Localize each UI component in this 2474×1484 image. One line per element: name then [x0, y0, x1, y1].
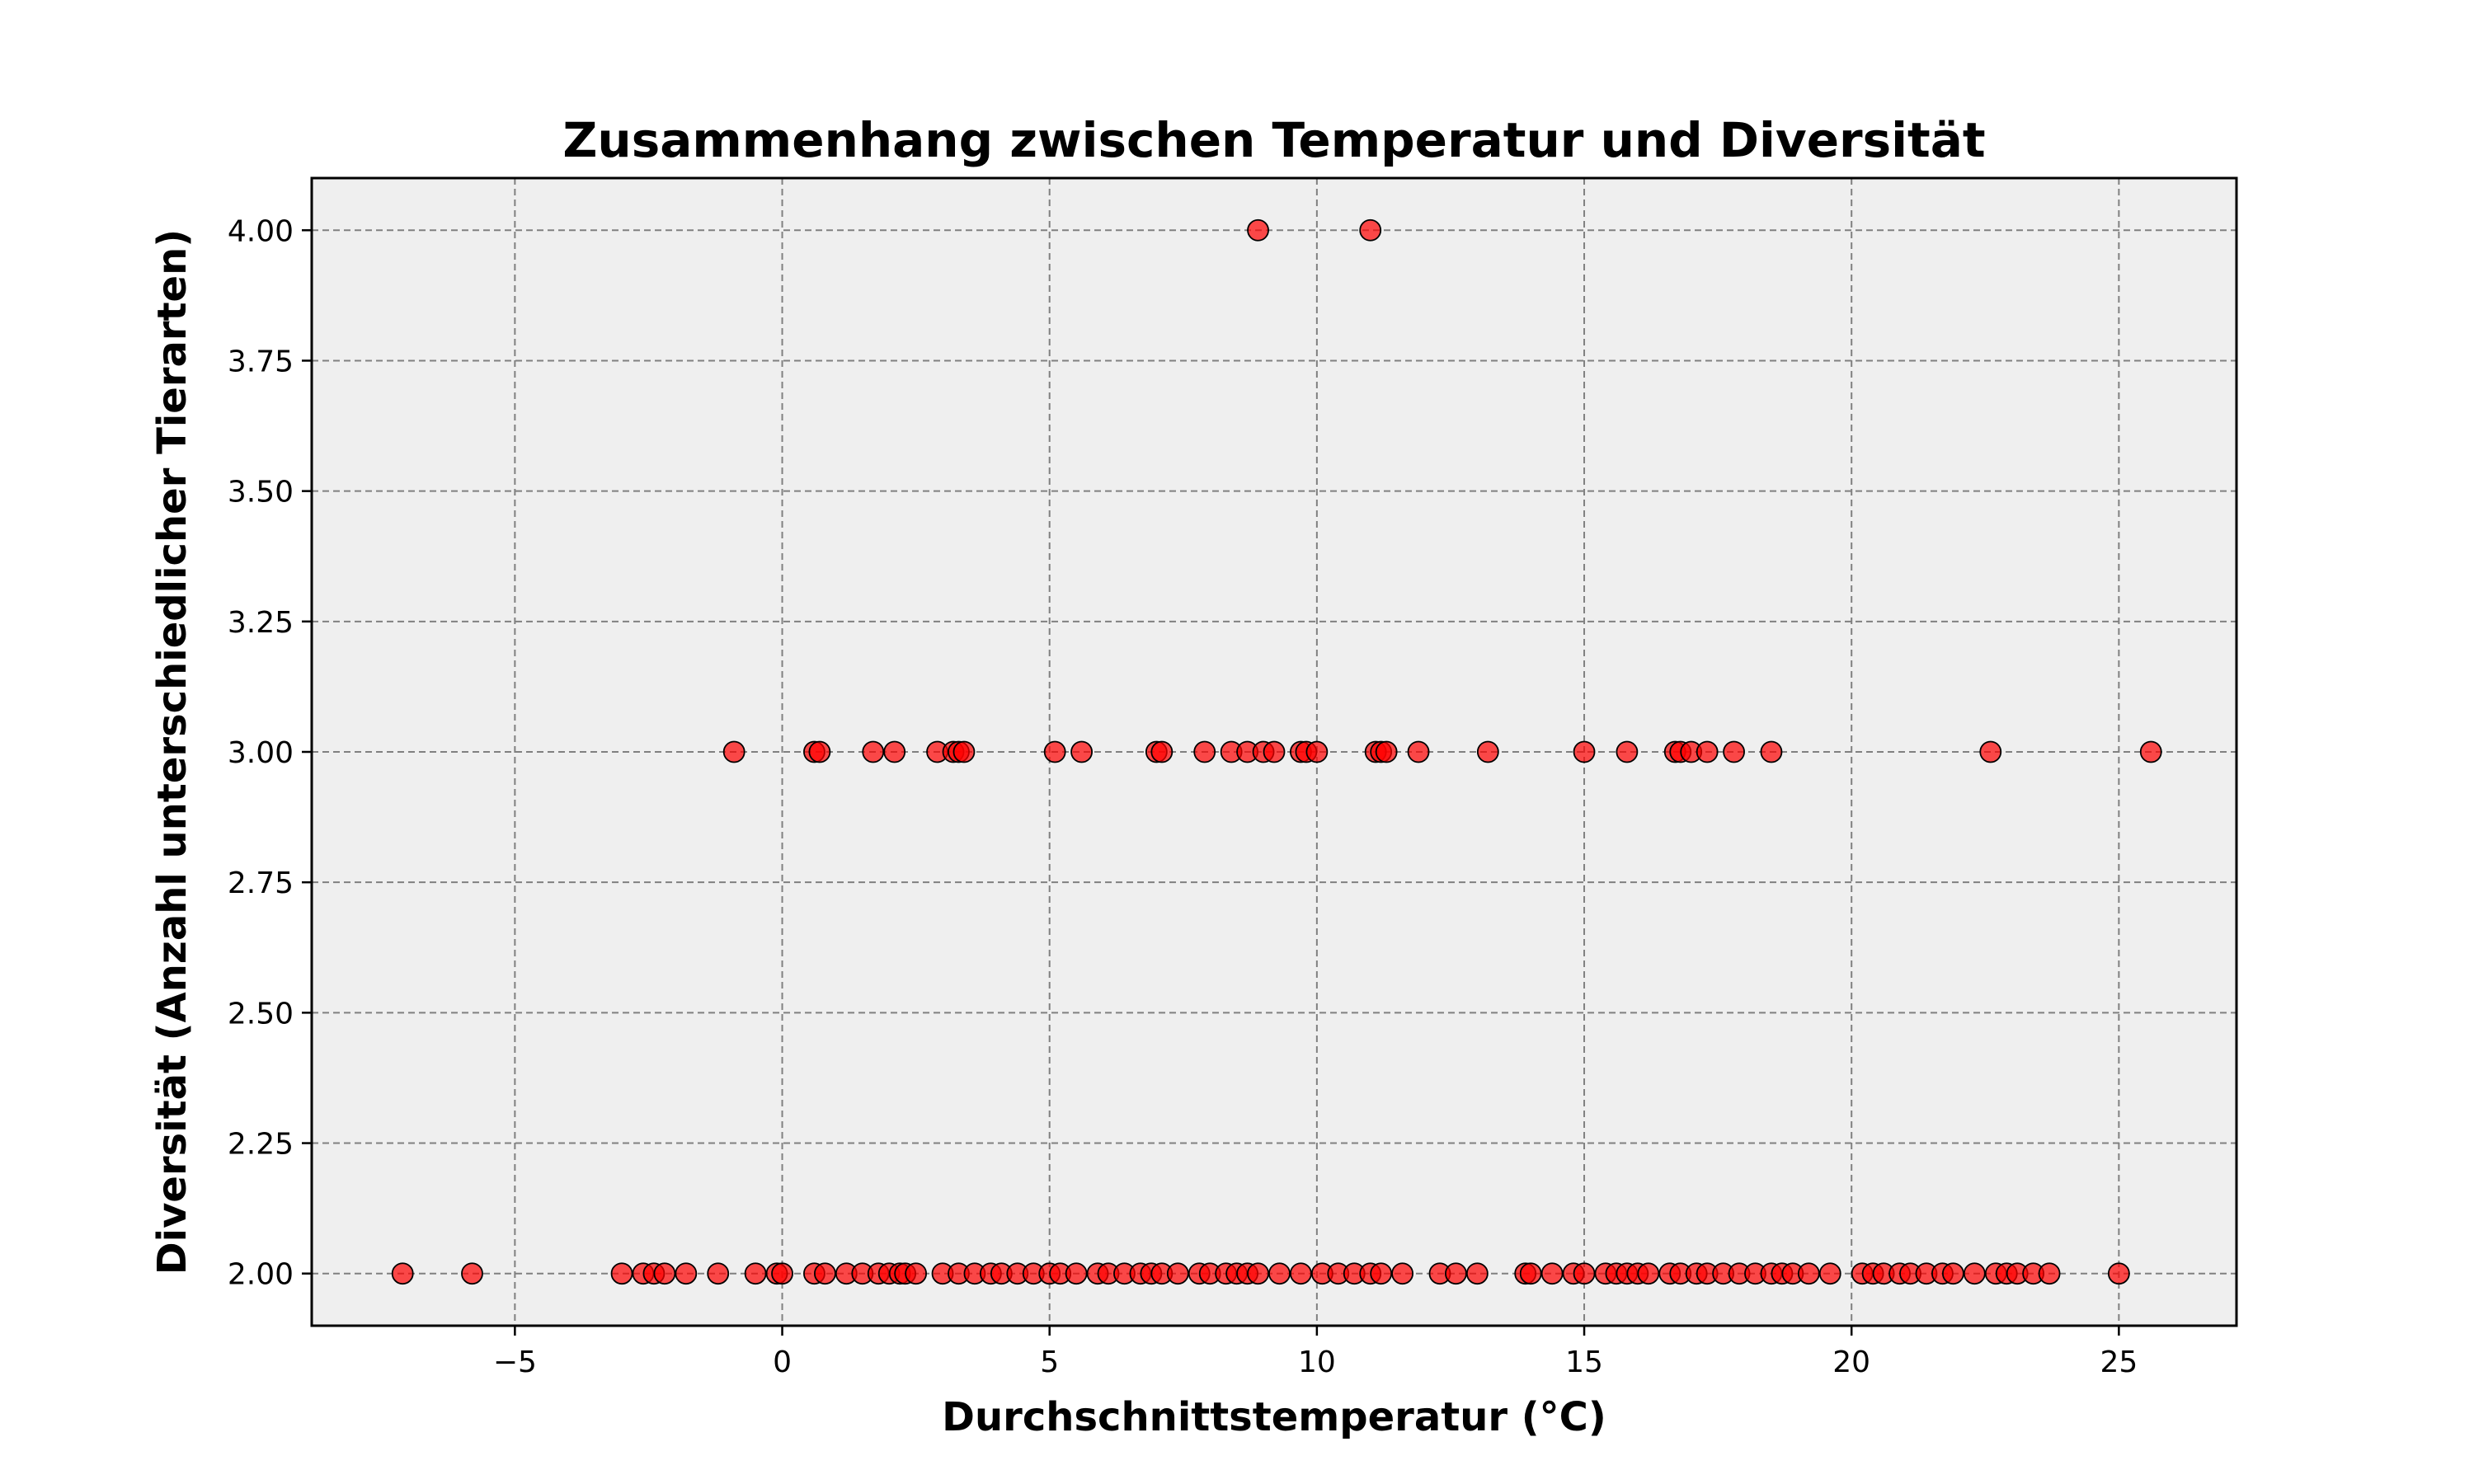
data-point: [1268, 1262, 1291, 1285]
data-point: [2139, 740, 2162, 763]
x-tick-label: 5: [1040, 1345, 1059, 1379]
data-point: [1166, 1262, 1189, 1285]
y-tick-label: 3.00: [228, 736, 294, 770]
y-tick-label: 2.00: [228, 1258, 294, 1292]
y-tick-label: 3.75: [228, 345, 294, 378]
data-point: [1445, 1262, 1467, 1285]
data-point: [1616, 740, 1639, 763]
data-point: [1370, 1262, 1393, 1285]
data-point: [1290, 1262, 1312, 1285]
data-point: [862, 740, 885, 763]
data-point: [1979, 740, 2002, 763]
x-tick-label: 0: [773, 1345, 792, 1379]
data-point: [883, 740, 906, 763]
data-point: [2107, 1262, 2130, 1285]
data-point: [1305, 740, 1329, 763]
data-point: [1247, 1262, 1269, 1285]
data-point: [1465, 1262, 1489, 1285]
data-point: [808, 740, 831, 763]
y-tick-label: 3.25: [228, 606, 294, 640]
data-point: [610, 1262, 633, 1285]
x-tick-label: −5: [493, 1345, 537, 1379]
data-points: [391, 218, 2162, 1285]
data-point: [905, 1262, 928, 1285]
data-point: [1476, 740, 1499, 763]
data-point: [1519, 1262, 1542, 1285]
x-axis-ticks: −5 0 5 10 15 20 25: [493, 1326, 2138, 1379]
data-point: [771, 1262, 793, 1285]
y-tick-label: 4.00: [228, 214, 294, 248]
data-point: [1723, 740, 1745, 763]
y-tick-label: 3.50: [228, 476, 294, 510]
data-point: [707, 1262, 730, 1285]
data-point: [391, 1262, 414, 1285]
data-point: [1797, 1262, 1820, 1285]
data-point: [653, 1262, 676, 1285]
data-point: [1359, 218, 1382, 242]
data-point: [1963, 1262, 1986, 1285]
data-point: [1696, 740, 1719, 763]
data-point: [814, 1262, 836, 1285]
data-point: [952, 740, 976, 763]
data-point: [1193, 740, 1216, 763]
data-point: [1247, 218, 1269, 242]
x-tick-label: 25: [2100, 1345, 2138, 1379]
data-point: [744, 1262, 767, 1285]
data-point: [1573, 1262, 1596, 1285]
data-point: [1150, 740, 1174, 763]
data-point: [1263, 740, 1286, 763]
y-tick-label: 2.25: [228, 1128, 294, 1162]
y-tick-label: 2.50: [228, 997, 294, 1031]
data-point: [1573, 740, 1596, 763]
data-point: [1540, 1262, 1564, 1285]
x-axis-label: Durchschnittstemperatur (°C): [942, 1394, 1606, 1440]
data-point: [1070, 740, 1093, 763]
y-axis-ticks: 2.00 2.25 2.50 2.75 3.00 3.25 3.50 3.75 4.00: [228, 214, 312, 1292]
chart-title: Zusammenhang zwischen Temperatur und Div…: [562, 112, 1985, 168]
data-point: [722, 740, 745, 763]
data-point: [1407, 740, 1430, 763]
data-point: [1818, 1262, 1841, 1285]
x-tick-label: 20: [1832, 1345, 1870, 1379]
data-point: [1637, 1262, 1660, 1285]
x-tick-label: 15: [1565, 1345, 1603, 1379]
data-point: [1375, 740, 1398, 763]
data-point: [2038, 1262, 2061, 1285]
data-point: [1391, 1262, 1413, 1285]
y-axis-label: Diversität (Anzahl unterschiedlicher Tie…: [149, 229, 195, 1275]
data-point: [1065, 1262, 1088, 1285]
x-tick-label: 10: [1298, 1345, 1336, 1379]
data-point: [1941, 1262, 1964, 1285]
data-point: [1760, 740, 1783, 763]
y-tick-label: 2.75: [228, 866, 294, 900]
data-point: [461, 1262, 483, 1285]
data-point: [675, 1262, 698, 1285]
data-point: [1043, 740, 1066, 763]
